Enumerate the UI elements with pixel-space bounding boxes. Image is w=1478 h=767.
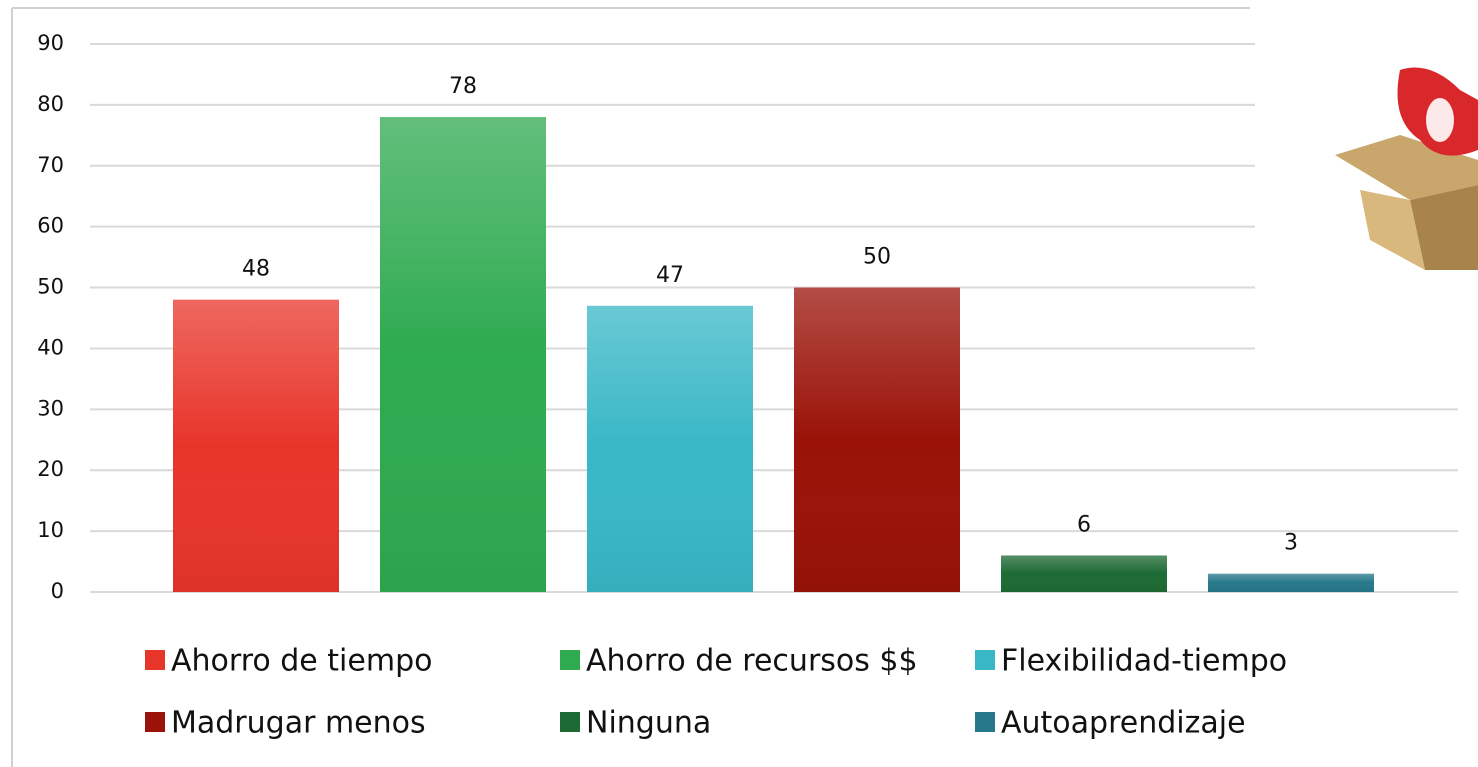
- legend-label: Ninguna: [586, 706, 711, 741]
- value-label: 78: [449, 74, 477, 99]
- bar-shine: [380, 117, 546, 592]
- y-tick-label: 50: [37, 275, 64, 299]
- legend-swatch: [975, 650, 995, 670]
- legend-label: Madrugar menos: [171, 706, 426, 741]
- bar-shine: [1208, 574, 1374, 592]
- y-tick-label: 40: [37, 335, 64, 359]
- legend-swatch: [560, 650, 580, 670]
- money-box-illustration: [1255, 30, 1478, 350]
- legend-swatch: [975, 712, 995, 732]
- bar-shine: [587, 306, 753, 592]
- legend-label: Ahorro de tiempo: [171, 644, 432, 679]
- bar-shine: [794, 288, 960, 592]
- legend-swatch: [145, 712, 165, 732]
- legend-label: Ahorro de recursos $$: [586, 644, 918, 679]
- value-label: 3: [1284, 531, 1298, 556]
- value-label: 47: [656, 263, 684, 288]
- y-tick-label: 90: [37, 31, 64, 55]
- bar-shine: [173, 300, 339, 592]
- legend-swatch: [560, 712, 580, 732]
- legend-label: Flexibilidad-tiempo: [1001, 644, 1287, 679]
- legend-swatch: [145, 650, 165, 670]
- y-tick-label: 0: [51, 579, 64, 603]
- y-tick-label: 60: [37, 214, 64, 238]
- y-tick-label: 10: [37, 518, 64, 542]
- value-label: 50: [863, 245, 891, 270]
- legend-label: Autoaprendizaje: [1001, 706, 1246, 741]
- y-tick-label: 70: [37, 153, 64, 177]
- chart: 0 10 20 30 40 50 60 70 80 90 48 78 47 50 6 3 Ahorro de…: [0, 0, 1478, 767]
- bar-shine: [1001, 555, 1167, 592]
- value-label: 6: [1077, 512, 1091, 537]
- y-tick-label: 30: [37, 396, 64, 420]
- y-tick-label: 20: [37, 457, 64, 481]
- y-tick-label: 80: [37, 92, 64, 116]
- value-label: 48: [242, 257, 270, 282]
